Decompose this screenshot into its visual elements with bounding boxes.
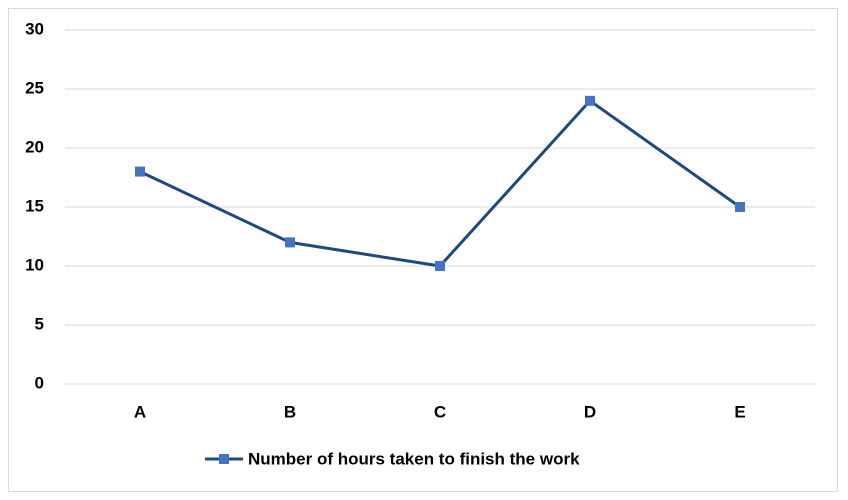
x-tick-label: C (434, 402, 446, 421)
y-tick-label: 25 (25, 78, 44, 97)
y-tick-label: 30 (25, 19, 44, 38)
y-tick-label: 5 (35, 314, 44, 333)
legend-marker (219, 454, 229, 464)
data-point (435, 261, 445, 271)
x-tick-label: E (734, 402, 745, 421)
y-tick-label: 10 (25, 255, 44, 274)
legend-label: Number of hours taken to finish the work (248, 449, 580, 468)
x-tick-label: B (284, 402, 296, 421)
y-tick-label: 0 (35, 373, 44, 392)
y-tick-label: 20 (25, 137, 44, 156)
x-tick-label: A (134, 402, 146, 421)
chart-border (8, 8, 838, 492)
data-point (585, 95, 595, 106)
data-point (735, 202, 745, 212)
data-point (285, 237, 295, 248)
data-point (135, 166, 145, 177)
y-tick-label: 15 (25, 196, 44, 215)
x-tick-label: D (584, 402, 596, 421)
